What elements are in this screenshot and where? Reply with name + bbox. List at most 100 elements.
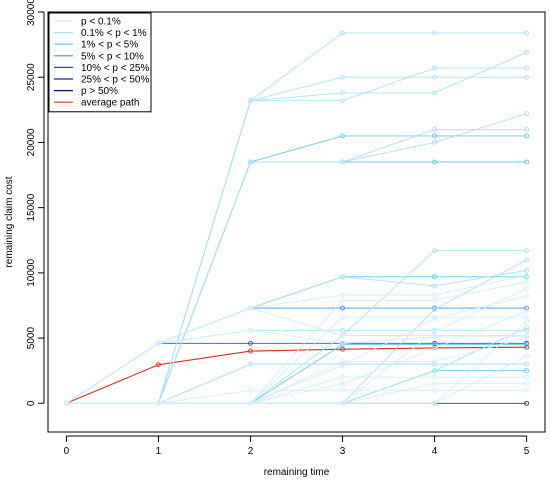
data-point <box>248 327 253 333</box>
legend-box <box>48 12 152 113</box>
data-point <box>340 98 345 104</box>
data-point <box>432 361 438 367</box>
legend-item: 5% < p < 10% <box>54 51 144 62</box>
data-point <box>524 248 530 254</box>
x-axis: 0 1 2 3 4 5 <box>64 435 530 457</box>
data-point <box>432 248 438 254</box>
y-tick-label: 15000 <box>26 193 37 221</box>
data-point <box>524 257 530 263</box>
x-tick-label: 1 <box>156 446 162 457</box>
legend-item: 0.1% < p < 1% <box>54 28 147 39</box>
legend-label: 0.1% < p < 1% <box>81 28 147 39</box>
data-point <box>432 359 438 365</box>
data-point <box>248 361 253 367</box>
legend-item: p > 50% <box>54 86 118 97</box>
legend-item: p < 0.1% <box>54 17 121 28</box>
series-35 <box>63 374 530 406</box>
data-point <box>340 90 345 96</box>
data-point <box>432 139 438 145</box>
data-point <box>432 346 438 351</box>
data-point <box>524 368 530 374</box>
data-point <box>524 327 530 333</box>
data-point <box>340 359 345 365</box>
series-line <box>66 128 527 404</box>
axes-layer: 0 1 2 3 4 5 0 5000 10000 15000 20000 25000 30000 <box>26 0 530 457</box>
data-point <box>432 74 438 80</box>
data-point <box>432 297 438 303</box>
data-point <box>524 30 530 36</box>
data-point <box>432 133 438 139</box>
legend: p < 0.1%0.1% < p < 1%1% < p < 5%5% < p <… <box>48 12 152 113</box>
data-point <box>524 279 530 285</box>
data-point <box>432 334 438 340</box>
series-26 <box>63 286 530 406</box>
series-1 <box>63 340 530 406</box>
y-axis: 0 5000 10000 15000 20000 25000 30000 <box>26 0 45 406</box>
series-line <box>66 281 527 404</box>
data-point <box>432 90 438 96</box>
legend-item: 1% < p < 5% <box>54 40 138 51</box>
data-point <box>432 292 438 298</box>
series-line <box>66 376 527 404</box>
legend-label: 10% < p < 25% <box>81 63 149 74</box>
series-line <box>66 370 527 404</box>
data-point <box>248 348 253 354</box>
y-tick-label: 5000 <box>26 327 37 350</box>
data-point <box>524 293 530 299</box>
data-point <box>432 306 438 312</box>
series-line <box>66 76 527 404</box>
data-point <box>340 340 345 346</box>
series-29 <box>63 314 530 406</box>
series-5 <box>63 159 530 406</box>
data-point <box>340 159 345 165</box>
data-point <box>432 374 438 380</box>
data-point <box>248 159 253 165</box>
legend-item: 25% < p < 50% <box>54 75 149 86</box>
data-point <box>524 400 530 406</box>
y-tick-label: 0 <box>26 400 37 406</box>
x-axis-title: remaining time <box>264 467 330 478</box>
y-tick-label: 25000 <box>26 63 37 91</box>
data-point <box>155 362 161 368</box>
legend-label: 25% < p < 50% <box>81 75 149 86</box>
data-point <box>524 273 530 278</box>
data-point <box>524 381 530 387</box>
y-tick-label: 20000 <box>26 128 37 156</box>
data-point <box>340 374 345 380</box>
data-point <box>248 387 253 393</box>
series-28 <box>63 353 530 406</box>
data-point <box>432 126 438 132</box>
data-point <box>340 314 345 320</box>
x-tick-label: 2 <box>248 446 254 457</box>
data-point <box>248 98 253 104</box>
series-17 <box>63 257 530 406</box>
series-30 <box>63 273 530 406</box>
series-layer <box>63 30 530 406</box>
legend-label: p < 0.1% <box>81 17 121 28</box>
data-point <box>524 374 530 380</box>
data-point <box>524 267 530 273</box>
data-point <box>524 111 530 117</box>
series-line <box>66 346 527 404</box>
x-tick-label: 5 <box>524 446 530 457</box>
data-point <box>63 400 69 406</box>
series-27 <box>63 318 530 406</box>
data-point <box>432 400 438 406</box>
data-point <box>340 346 345 352</box>
series-9 <box>63 274 530 406</box>
data-point <box>432 387 438 393</box>
data-point <box>340 274 345 280</box>
data-point <box>524 74 530 80</box>
legend-label: 5% < p < 10% <box>81 51 144 62</box>
data-point <box>432 274 438 280</box>
legend-label: p > 50% <box>81 86 118 97</box>
data-point <box>524 133 530 139</box>
series-0 <box>63 344 530 406</box>
data-point <box>524 387 530 393</box>
data-point <box>340 327 345 333</box>
x-tick-label: 0 <box>64 446 70 457</box>
data-point <box>524 65 530 71</box>
data-point <box>340 74 345 80</box>
